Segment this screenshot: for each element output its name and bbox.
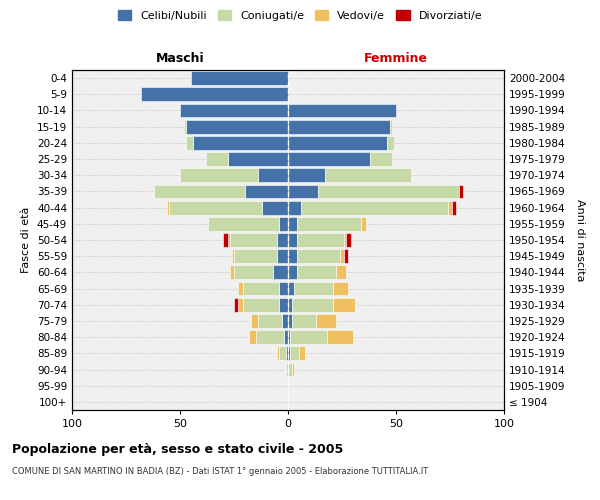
Bar [296, 233, 344, 247]
Bar [286, 362, 288, 376]
Text: Femmine: Femmine [364, 52, 428, 65]
Bar [346, 233, 350, 247]
Text: Popolazione per età, sesso e stato civile - 2005: Popolazione per età, sesso e stato civil… [12, 442, 343, 456]
Bar [288, 233, 296, 247]
Bar [184, 120, 187, 134]
Bar [295, 282, 334, 296]
Bar [340, 250, 344, 263]
Bar [452, 200, 457, 214]
Bar [288, 250, 296, 263]
Bar [167, 200, 169, 214]
Bar [223, 233, 227, 247]
Bar [208, 217, 280, 230]
Bar [141, 88, 288, 101]
Bar [301, 200, 448, 214]
Legend: Celibi/Nubili, Coniugati/e, Vedovi/e, Divorziati/e: Celibi/Nubili, Coniugati/e, Vedovi/e, Di… [113, 6, 487, 25]
Bar [281, 314, 288, 328]
Bar [258, 168, 288, 182]
Bar [230, 233, 277, 247]
Bar [288, 298, 292, 312]
Bar [230, 266, 234, 280]
Bar [280, 346, 286, 360]
Bar [344, 233, 346, 247]
Bar [290, 346, 299, 360]
Text: Maschi: Maschi [155, 52, 205, 65]
Bar [234, 250, 277, 263]
Bar [277, 250, 288, 263]
Bar [288, 104, 396, 118]
Bar [318, 184, 458, 198]
Bar [245, 184, 288, 198]
Bar [251, 314, 258, 328]
Bar [296, 217, 361, 230]
Bar [277, 233, 288, 247]
Bar [388, 136, 394, 149]
Bar [256, 330, 284, 344]
Bar [191, 71, 288, 85]
Bar [292, 314, 316, 328]
Bar [288, 217, 296, 230]
Bar [292, 362, 295, 376]
Bar [334, 282, 349, 296]
Bar [288, 184, 318, 198]
Bar [180, 168, 258, 182]
Bar [227, 233, 230, 247]
Bar [296, 266, 335, 280]
Bar [187, 136, 193, 149]
Bar [327, 330, 353, 344]
Bar [234, 266, 273, 280]
Bar [169, 200, 262, 214]
Bar [280, 298, 288, 312]
Bar [242, 298, 280, 312]
Bar [206, 152, 227, 166]
Bar [193, 136, 288, 149]
Bar [238, 282, 242, 296]
Bar [288, 266, 296, 280]
Bar [227, 152, 288, 166]
Bar [288, 152, 370, 166]
Bar [280, 217, 288, 230]
Bar [389, 120, 392, 134]
Bar [288, 314, 292, 328]
Text: COMUNE DI SAN MARTINO IN BADIA (BZ) - Dati ISTAT 1° gennaio 2005 - Elaborazione : COMUNE DI SAN MARTINO IN BADIA (BZ) - Da… [12, 468, 428, 476]
Bar [292, 298, 334, 312]
Bar [288, 346, 290, 360]
Bar [370, 152, 392, 166]
Bar [288, 168, 325, 182]
Bar [288, 362, 292, 376]
Bar [288, 120, 389, 134]
Bar [180, 104, 288, 118]
Y-axis label: Anni di nascita: Anni di nascita [575, 198, 585, 281]
Bar [361, 217, 366, 230]
Bar [187, 120, 288, 134]
Bar [258, 314, 281, 328]
Bar [234, 298, 238, 312]
Bar [448, 200, 452, 214]
Bar [316, 314, 335, 328]
Bar [232, 250, 234, 263]
Bar [299, 346, 305, 360]
Bar [288, 282, 295, 296]
Bar [296, 250, 340, 263]
Bar [273, 266, 288, 280]
Bar [288, 136, 388, 149]
Bar [458, 184, 463, 198]
Bar [286, 346, 288, 360]
Bar [344, 250, 349, 263]
Bar [284, 330, 288, 344]
Bar [249, 330, 256, 344]
Bar [335, 266, 346, 280]
Bar [288, 330, 290, 344]
Bar [242, 282, 280, 296]
Bar [288, 200, 301, 214]
Y-axis label: Fasce di età: Fasce di età [22, 207, 31, 273]
Bar [277, 346, 280, 360]
Bar [290, 330, 327, 344]
Bar [262, 200, 288, 214]
Bar [325, 168, 411, 182]
Bar [280, 282, 288, 296]
Bar [238, 298, 242, 312]
Bar [154, 184, 245, 198]
Bar [334, 298, 355, 312]
